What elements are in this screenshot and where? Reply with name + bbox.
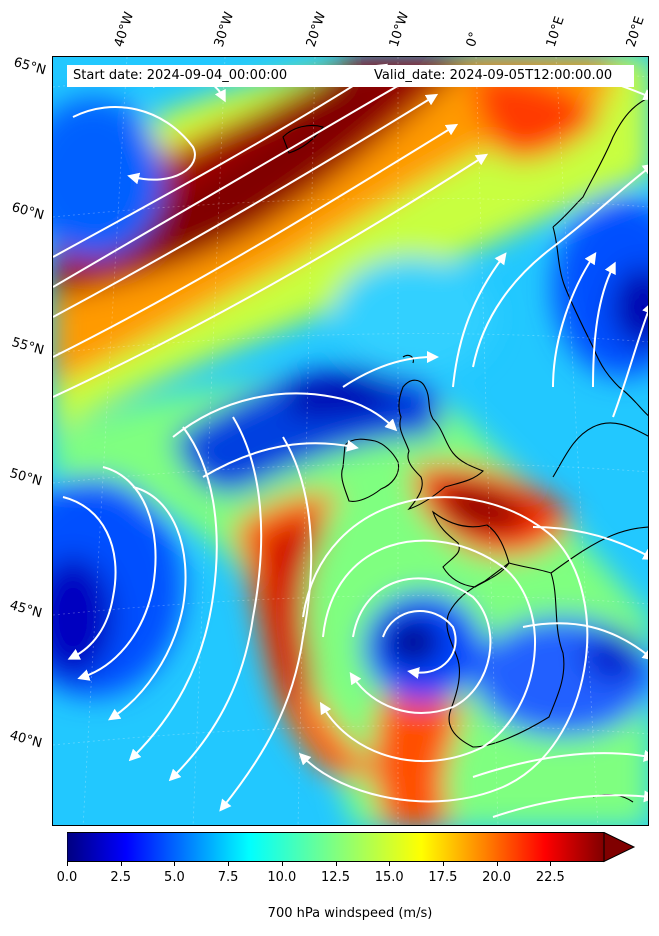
colorbar-tick-mark xyxy=(120,862,122,866)
latitude-label-45n: 45°N xyxy=(7,598,44,622)
scandinavia-coast xyxy=(552,226,648,417)
colorbar-tick-label: 2.5 xyxy=(110,870,132,885)
baltic-coast xyxy=(552,422,648,478)
ireland-coast xyxy=(341,438,400,502)
longitude-label-20w: 20°W xyxy=(303,10,330,49)
iberia-coast xyxy=(446,562,565,748)
coastlines xyxy=(282,97,648,803)
latitude-label-40n: 40°N xyxy=(7,728,44,752)
colorbar xyxy=(67,832,636,863)
colorbar-gradient xyxy=(67,832,605,862)
colorbar-tick-mark xyxy=(335,862,337,866)
valid-date-text: Valid_date: 2024-09-05T12:00:00.00 xyxy=(374,68,613,83)
colorbar-tick-mark xyxy=(228,862,230,866)
colorbar-tick-mark xyxy=(67,862,68,866)
colorbar-tick-label: 15.0 xyxy=(374,870,404,885)
streamlines xyxy=(53,63,648,818)
colorbar-tick-label: 12.5 xyxy=(321,870,350,885)
colorbar-label: 700 hPa windspeed (m/s) xyxy=(267,906,433,921)
colorbar-tick-label: 0.0 xyxy=(56,870,78,885)
colorbar-tick-label: 20.0 xyxy=(482,870,512,885)
longitude-label-30w: 30°W xyxy=(211,10,238,49)
longitude-label-10w: 10°W xyxy=(386,10,413,49)
colorbar-extend-arrow xyxy=(603,832,636,863)
longitude-label-10e: 10°E xyxy=(543,14,568,50)
continental-coast xyxy=(550,526,648,574)
colorbar-tick-label: 10.0 xyxy=(267,870,297,885)
shetland-coast xyxy=(402,354,414,364)
latitude-label-50n: 50°N xyxy=(7,466,44,490)
great-britain-coast xyxy=(398,379,484,511)
date-info-box: Start date: 2024-09-04_00:00:00 Valid_da… xyxy=(67,65,634,87)
latitude-label-55n: 55°N xyxy=(9,335,46,359)
longitude-label-20e: 20°E xyxy=(623,14,648,50)
colorbar-tick-label: 7.5 xyxy=(217,870,239,885)
colorbar-tick-mark xyxy=(281,862,283,866)
longitude-label-0: 0° xyxy=(463,30,483,49)
norway-coast xyxy=(552,97,648,228)
colorbar-tick-mark xyxy=(442,862,444,866)
latitude-label-65n: 65°N xyxy=(11,55,48,79)
faroes-coast xyxy=(282,124,324,154)
colorbar-tick-label: 5.0 xyxy=(164,870,185,885)
colorbar-tick-mark xyxy=(389,862,391,866)
start-date-text: Start date: 2024-09-04_00:00:00 xyxy=(73,68,288,83)
colorbar-tick-label: 22.5 xyxy=(535,870,565,885)
colorbar-tick-label: 17.5 xyxy=(428,870,458,885)
windspeed-field xyxy=(53,57,648,825)
colorbar-tick-mark xyxy=(174,862,176,866)
wind-speed-map: Start date: 2024-09-04_00:00:00 Valid_da… xyxy=(52,56,649,826)
colorbar-tick-mark xyxy=(496,862,498,866)
latitude-label-60n: 60°N xyxy=(9,200,46,224)
longitude-label-40w: 40°W xyxy=(111,10,138,49)
colorbar-tick-mark xyxy=(550,862,552,866)
map-canvas xyxy=(53,57,648,825)
